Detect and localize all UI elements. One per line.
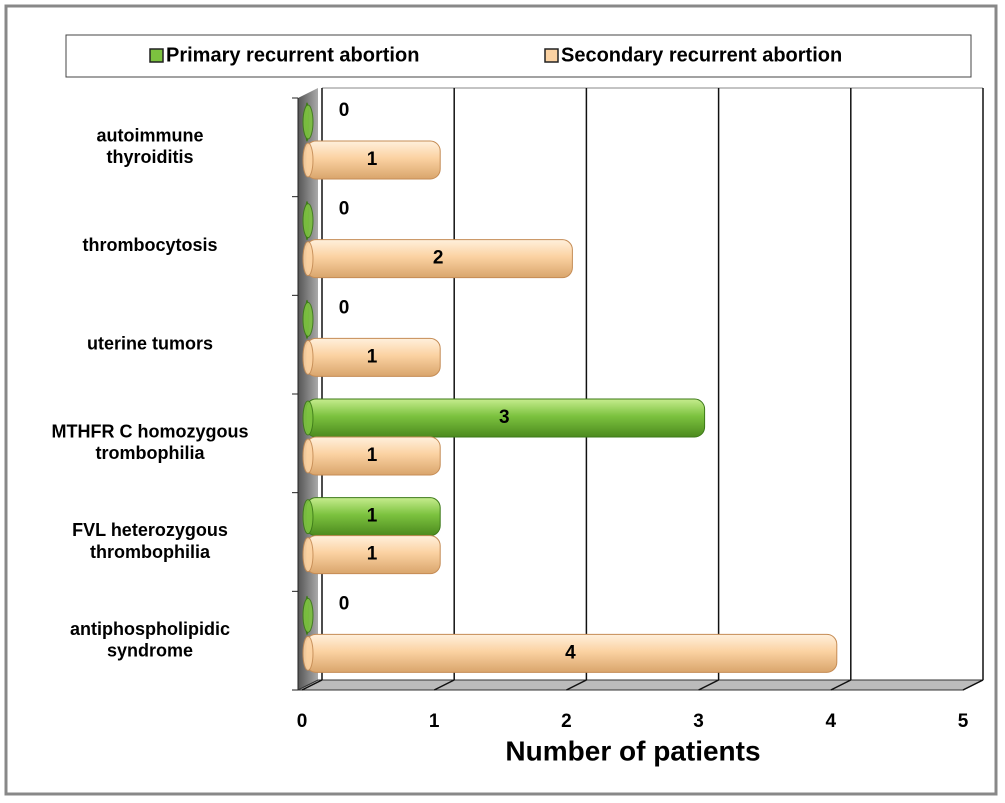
value-label: 2 [433,248,444,269]
bar-cap [302,241,314,277]
bar-cap [302,301,314,337]
floor [297,679,984,691]
value-label: 1 [367,506,378,527]
bar-cap [302,339,314,375]
y-tick-label: uterine tumors [87,333,213,353]
x-tick-label: 1 [429,711,440,732]
x-tick-mark [698,679,719,691]
value-label: 1 [367,544,378,565]
bar-cap [302,537,314,573]
value-label: 4 [565,642,576,663]
x-tick-label: 5 [958,711,969,732]
bar-cap [302,203,314,239]
x-tick-mark [566,679,587,691]
legend-swatch [544,48,559,63]
legend-label: Secondary recurrent abortion [561,44,842,66]
x-tick-mark [962,679,984,691]
x-axis-label: Number of patients [505,735,760,766]
bar-cap [302,438,314,474]
value-label: 0 [339,199,350,220]
value-label: 1 [367,445,378,466]
value-label: 3 [499,407,510,428]
value-label: 1 [367,149,378,170]
x-tick-mark [301,679,323,691]
legend-box [65,34,972,78]
value-label: 1 [367,346,378,367]
x-tick-label: 4 [826,711,837,732]
value-label: 0 [339,100,350,121]
bar-cap [302,400,314,436]
x-tick-label: 0 [297,711,308,732]
bar-cap [302,104,314,140]
y-tick-label: FVL heterozygous thrombophilia [72,520,228,562]
bar-cap [302,142,314,178]
legend-swatch [149,48,164,63]
value-label: 0 [339,593,350,614]
x-tick-label: 3 [693,711,704,732]
bar-cap [302,635,314,671]
y-tick-label: MTHFR C homozygous trombophilia [52,421,249,463]
legend-label: Primary recurrent abortion [166,44,419,66]
x-tick-label: 2 [561,711,572,732]
value-label: 0 [339,297,350,318]
bar-cap [302,597,314,633]
y-tick-label: antiphospholipidic syndrome [70,619,230,661]
y-tick-label: autoimmune thyroiditis [96,125,203,167]
x-tick-mark [830,679,852,691]
y-tick-label: thrombocytosis [82,235,217,255]
bar-cap [302,499,314,535]
x-tick-mark [433,679,455,691]
